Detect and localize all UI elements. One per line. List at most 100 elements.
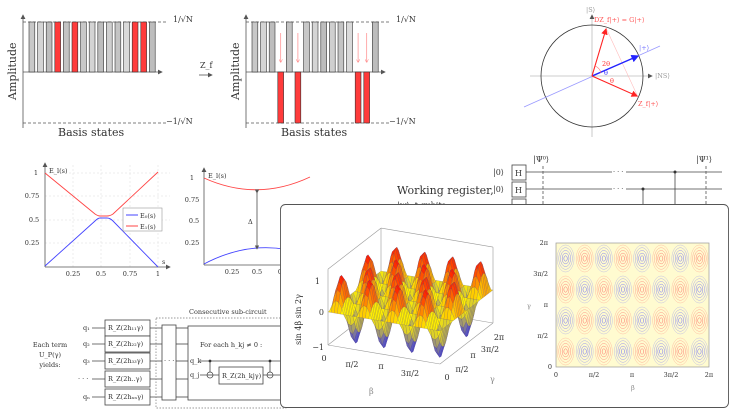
contour-line (674, 281, 686, 298)
amplitude-panel-before: 1/√N −1/√N Basis states Amplitude (6, 14, 193, 139)
z-axis-label: sin 4β sin 2γ (294, 294, 303, 345)
bar (88, 21, 96, 73)
contour-line (640, 348, 645, 355)
bar (372, 21, 379, 73)
operator-arrow: Z_f (199, 61, 214, 78)
x-tick: 2π (705, 371, 714, 379)
y-tick: 3π/2 (533, 270, 548, 278)
x-tick: π (378, 362, 383, 371)
contour-line (595, 306, 613, 335)
ellipsis: · · · (613, 185, 623, 193)
bar (97, 21, 104, 73)
bar (303, 21, 310, 73)
x-tick: 0 (554, 371, 558, 379)
y-axis-label: γ (527, 302, 531, 310)
y-tick: π/2 (455, 365, 468, 374)
contour-line (575, 306, 594, 335)
gate-label: R_Z(2hₙₙγ) (108, 393, 144, 401)
contour-line (614, 275, 632, 304)
y-axis-label: E_l(s) (208, 172, 227, 180)
marked-bar (354, 71, 362, 124)
grover-rotation-diagram: |S⟩ |NS⟩ |+⟩ DZ_f|+⟩ = G|+⟩ Z_f|+⟩ 2θ θ … (523, 6, 670, 137)
contour-line (638, 252, 646, 265)
rz-gate (104, 388, 151, 406)
phase-estimation-circuit: · · · · · · |0⟩ |0⟩ H H |Ψ⁰⟩ |Ψ¹⟩ Workin… (397, 155, 722, 210)
z-tick: −1 (312, 343, 324, 352)
qubit-label: q₁ (83, 324, 90, 332)
contour-line (695, 345, 704, 358)
bar (337, 21, 345, 73)
contour-line (678, 255, 683, 262)
contour-line (671, 244, 690, 273)
grover-vector (591, 27, 608, 77)
contour-line (695, 314, 704, 327)
contour-line (692, 309, 707, 332)
contour-line (655, 343, 667, 360)
bar (123, 21, 130, 73)
axis-box-edge (327, 344, 441, 365)
contour-line (600, 314, 608, 327)
gate-label: R_Z(2h₁₁γ) (108, 324, 144, 332)
x-tick: π/2 (589, 371, 600, 379)
contour-line (614, 244, 632, 273)
intro-text: yields: (38, 361, 60, 369)
contour-line (619, 252, 627, 265)
contour-line (694, 343, 705, 360)
subcircuit-title: Consecutive sub-circuit (189, 308, 267, 316)
contour-line (582, 317, 587, 324)
axis-box-edge (439, 322, 494, 365)
contour-line (659, 348, 664, 355)
contour-line (673, 340, 688, 363)
contour-line (561, 345, 570, 358)
marked-bar (363, 71, 370, 124)
contour-line (633, 337, 651, 366)
marked-bar (131, 21, 139, 73)
for-each-label: For each h_kj ≠ 0 : (200, 341, 262, 349)
contour-line (635, 247, 650, 270)
contour-line (563, 317, 568, 324)
contour-line (659, 255, 664, 262)
contour-line (638, 345, 646, 358)
bar (80, 21, 87, 73)
contour-line (674, 250, 686, 267)
contour-line (558, 340, 573, 363)
contour-line (577, 309, 592, 332)
gate-label: R_Z(2h_kjγ) (222, 372, 262, 380)
surface-patch (436, 329, 442, 337)
legend (122, 207, 163, 232)
ns-axis-label: |NS⟩ (655, 72, 670, 80)
gap-label: Δ (248, 218, 253, 226)
contour-line (676, 252, 684, 265)
rz-kj-gate (218, 366, 264, 385)
contour-line (692, 247, 707, 270)
contour-line (579, 281, 591, 298)
bar (311, 21, 319, 73)
bar (149, 21, 156, 73)
contour-line (556, 337, 575, 366)
contour-line (617, 281, 629, 298)
contour-line (657, 283, 665, 296)
z-tick: 0 (319, 308, 324, 317)
bar (251, 21, 259, 73)
y-axis-label: E_l(s) (49, 167, 68, 175)
contour-line (563, 286, 568, 293)
y-tick: 0.5 (29, 216, 39, 224)
contour-line (615, 340, 630, 363)
contour-line (560, 250, 571, 267)
y-tick: 0.5 (189, 217, 199, 225)
contour-line (561, 314, 570, 327)
contour-line (600, 252, 608, 265)
contour-line (600, 283, 608, 296)
contour-line (581, 252, 589, 265)
contour-line (577, 340, 592, 363)
energy-levels-plot: E_l(s) s 1 0.75 0.5 0.25 0.25 0.5 0.75 1… (25, 162, 171, 278)
contour-line (558, 278, 573, 301)
intro-text: Each term (33, 341, 67, 349)
pair-gate-block (187, 325, 289, 401)
contour-line (695, 283, 704, 296)
top-amplitude-label: 1/√N (396, 15, 416, 24)
bar (320, 21, 327, 73)
qj-label: q_j (190, 371, 199, 379)
contour-line (561, 283, 570, 296)
bar (63, 21, 70, 73)
